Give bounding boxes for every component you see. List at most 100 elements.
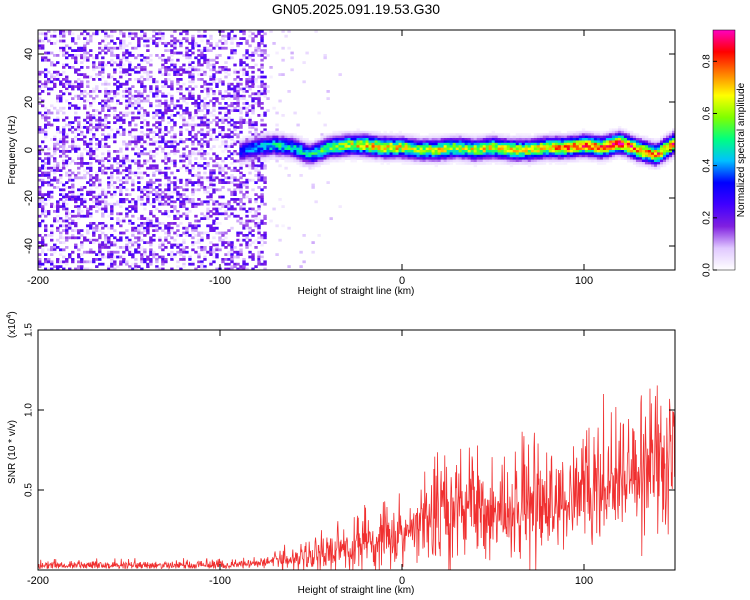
- spectrogram-cell: [38, 222, 42, 225]
- spectrogram-cell: [152, 214, 156, 218]
- spectrogram-cell: [248, 87, 252, 91]
- spectrogram-cell: [362, 147, 366, 151]
- spectrogram-cell: [251, 37, 255, 40]
- spectrogram-cell: [41, 262, 45, 266]
- spectrogram-cell: [149, 190, 153, 194]
- spectrogram-cell: [65, 63, 69, 67]
- spectrogram-cell: [605, 154, 610, 158]
- spectrogram-cell: [302, 164, 306, 168]
- spectrogram-cell: [98, 142, 102, 146]
- spectrogram-cell: [179, 200, 183, 204]
- spectrogram-cell: [464, 142, 469, 146]
- spectrogram-cell: [194, 219, 198, 223]
- spectrogram-cell: [581, 154, 586, 158]
- spectrogram-cell: [335, 135, 339, 139]
- spectrogram-cell: [323, 157, 327, 160]
- spectrogram-cell: [605, 140, 610, 144]
- spectrogram-cell: [38, 190, 42, 194]
- spectrogram-cell: [68, 126, 72, 129]
- spectrogram-cell: [302, 159, 306, 163]
- spectrogram-cell: [494, 147, 499, 151]
- spectrogram-cell: [563, 152, 568, 156]
- spectrogram-cell: [449, 162, 454, 165]
- spectrogram-cell: [494, 162, 499, 165]
- spectrogram-cell: [143, 226, 147, 230]
- spectrogram-cell: [122, 32, 126, 36]
- spectrogram-cell: [77, 193, 81, 196]
- spectrogram-cell: [38, 150, 42, 153]
- spectrogram-cell: [263, 262, 267, 266]
- spectrogram-cell: [212, 222, 216, 225]
- spectrogram-cell: [542, 147, 547, 151]
- spectrogram-cell: [140, 37, 144, 40]
- spectrogram-cell: [38, 97, 42, 100]
- spectrogram-cell: [569, 138, 574, 141]
- spectrogram-cell: [467, 140, 472, 144]
- spectrogram-cell: [131, 200, 135, 204]
- spectrogram-cell: [110, 258, 114, 261]
- spectrogram-cell: [251, 39, 255, 43]
- spectrogram-cell: [38, 166, 42, 170]
- spectrogram-cell: [236, 109, 240, 112]
- spectrogram-cell: [200, 73, 204, 76]
- spectrogram-cell: [167, 214, 171, 218]
- spectrogram-cell: [308, 142, 312, 146]
- spectrogram-cell: [113, 109, 117, 112]
- spectrogram-cell: [488, 140, 493, 144]
- spectrogram-cell: [413, 142, 417, 146]
- spectrogram-cell: [191, 34, 195, 38]
- spectrogram-cell: [431, 147, 436, 151]
- spectrogram-cell: [416, 159, 420, 163]
- spectrogram-cell: [617, 138, 622, 141]
- spectrogram-cell: [86, 128, 90, 132]
- spectrogram-cell: [569, 147, 574, 151]
- spectrogram-cell: [326, 135, 330, 139]
- spectrogram-cell: [155, 121, 159, 124]
- spectrogram-cell: [203, 166, 207, 170]
- spectrogram-cell: [473, 138, 478, 141]
- spectrogram-cell: [230, 104, 234, 108]
- spectrogram-cell: [125, 114, 129, 117]
- spectrogram-cell: [476, 133, 481, 136]
- spectrogram-cell: [224, 106, 228, 110]
- spectrogram-cell: [89, 166, 93, 170]
- spectrogram-cell: [557, 142, 562, 146]
- spectrogram-cell: [140, 135, 144, 139]
- spectrogram-cell: [260, 114, 264, 117]
- spectrogram-cell: [107, 133, 111, 136]
- spectrogram-cell: [482, 147, 487, 151]
- spectrogram-cell: [239, 176, 243, 180]
- spectrogram-cell: [161, 255, 165, 259]
- spectrogram-cell: [239, 207, 243, 211]
- spectrogram-cell: [185, 183, 189, 187]
- spectrogram-cell: [167, 140, 171, 144]
- spectrogram-cell: [326, 157, 330, 160]
- spectrogram-cell: [347, 133, 351, 136]
- spectrogram-cell: [242, 183, 246, 187]
- spectrogram-cell: [263, 159, 267, 163]
- spectrogram-cell: [116, 238, 120, 242]
- spectrogram-cell: [203, 54, 207, 57]
- spectrogram-cell: [503, 162, 508, 165]
- spectrogram-cell: [239, 154, 243, 158]
- spectrogram-cell: [53, 138, 57, 141]
- spectrogram-cell: [56, 61, 60, 64]
- spectrogram-cell: [542, 152, 547, 156]
- spectrogram-cell: [215, 248, 219, 252]
- spectrogram-cell: [80, 159, 84, 163]
- spectrogram-cell: [101, 63, 105, 67]
- spectrogram-cell: [464, 147, 469, 151]
- spectrogram-cell: [164, 224, 168, 228]
- spectrogram-cell: [365, 150, 369, 153]
- spectrogram-cell: [182, 200, 186, 204]
- spectrogram-cell: [110, 166, 114, 170]
- spectrogram-cell: [458, 154, 463, 158]
- spectrogram-cell: [179, 85, 183, 88]
- spectrogram-cell: [437, 147, 442, 151]
- spectrogram-cell: [413, 159, 417, 163]
- spectrogram-cell: [344, 150, 348, 153]
- spectrogram-cell: [524, 162, 529, 165]
- spectrogram-cell: [578, 157, 583, 160]
- spectrogram-cell: [614, 140, 619, 144]
- spectrogram-cell: [272, 133, 276, 136]
